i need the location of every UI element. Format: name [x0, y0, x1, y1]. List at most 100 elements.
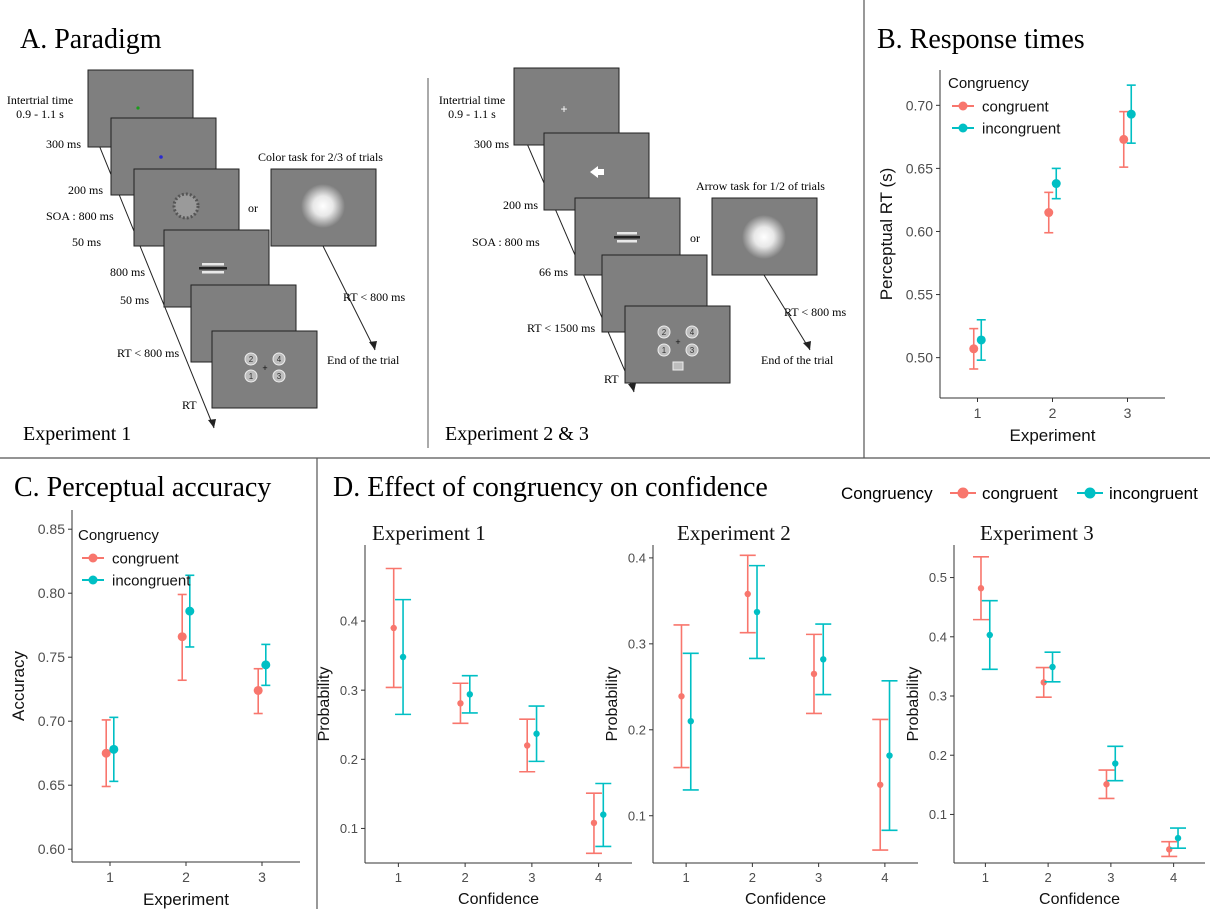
data-point [399, 653, 407, 661]
chart-title: Experiment 3 [980, 521, 1094, 545]
y-tick-label: 0.50 [906, 350, 933, 366]
y-axis-label: Accuracy [9, 651, 28, 721]
color-blob [742, 215, 786, 259]
label-timing: 800 ms [110, 265, 145, 279]
x-tick-label: 3 [1124, 405, 1132, 421]
x-axis-label: Experiment [143, 890, 229, 909]
series-congruent [969, 110, 1129, 370]
data-point [877, 781, 884, 788]
response-option-label: 2 [662, 328, 667, 337]
data-point [1166, 846, 1173, 853]
y-tick-label: 0.70 [38, 713, 65, 729]
y-tick-label: 0.65 [906, 160, 933, 176]
data-point [753, 608, 761, 616]
data-point [109, 744, 119, 754]
data-point [390, 624, 397, 632]
data-point [524, 742, 531, 749]
y-tick-label: 0.3 [929, 689, 947, 704]
screen-fixation [513, 67, 620, 146]
data-point [1126, 109, 1136, 119]
fixation-cross: + [560, 102, 567, 116]
response-fixation-cross: + [262, 363, 267, 373]
x-axis-label: Confidence [1039, 891, 1120, 908]
data-point [886, 752, 893, 759]
side-arrow [763, 274, 811, 351]
arrow-cue [590, 166, 604, 178]
chart-d2: 0.1 0.2 0.3 0.4 1 2 3 4 Confidence Probability Exp… [604, 521, 918, 908]
side-arrowhead [803, 341, 811, 350]
chart-d3: 0.1 0.2 0.3 0.4 0.5 1 2 3 4 Confidence Probability… [905, 521, 1205, 908]
y-tick-label: 0.1 [929, 807, 947, 822]
series-incongruent [976, 84, 1136, 361]
series-incongruent [981, 599, 1187, 849]
x-tick-label: 1 [974, 405, 982, 421]
label-or: or [248, 201, 258, 215]
x-tick-label: 1 [982, 870, 989, 885]
label-rt-limit: RT < 800 ms [117, 346, 179, 360]
y-tick-label: 0.75 [38, 649, 65, 665]
label-rt: RT [182, 398, 197, 412]
legend-key-marker [88, 553, 98, 563]
series-incongruent [682, 564, 898, 832]
x-tick-label: 4 [595, 870, 602, 885]
screen-response [211, 330, 318, 409]
grating-stripe [202, 263, 224, 266]
label-intertrial: Intertrial time [7, 93, 73, 107]
y-tick-label: 0.60 [38, 841, 65, 857]
label-timing: 66 ms [539, 265, 568, 279]
response-option-label: 3 [277, 372, 282, 381]
data-point [1112, 760, 1119, 767]
series-congruent [673, 554, 889, 851]
label-intertrial: Intertrial time [439, 93, 505, 107]
grating-stripe [202, 271, 224, 274]
data-point [533, 730, 540, 737]
data-point [253, 685, 263, 695]
response-key-icon [672, 361, 684, 371]
side-arrow [322, 245, 376, 351]
label-color-task: Color task for 2/3 of trials [258, 150, 383, 164]
noise-texture [172, 192, 200, 220]
label-or: or [690, 231, 700, 245]
label-timing: 200 ms [503, 198, 538, 212]
label-intertrial-range: 0.9 - 1.1 s [448, 107, 496, 121]
legend-label-congruent: congruent [982, 484, 1058, 503]
caption-experiment-1: Experiment 1 [23, 423, 131, 445]
data-point [1051, 179, 1061, 189]
chart-c: 0.60 0.65 0.70 0.75 0.80 0.85 1 2 3 Experiment Acc… [9, 510, 300, 909]
response-option-label: 1 [662, 346, 667, 355]
y-tick-label: 0.2 [340, 752, 358, 767]
x-tick-label: 2 [1045, 870, 1052, 885]
y-axis-label: Probability [316, 667, 333, 742]
caption-experiment-2-3: Experiment 2 & 3 [445, 423, 589, 445]
timeline-arrow [87, 117, 215, 429]
data-point [457, 700, 464, 707]
response-option-label: 1 [249, 372, 254, 381]
series-incongruent [395, 598, 612, 848]
series-congruent [972, 556, 1178, 858]
legend-key-marker [958, 101, 968, 111]
data-point [101, 748, 111, 758]
noise-patch [174, 194, 198, 218]
label-end-trial: End of the trial [327, 353, 400, 367]
paradigm-exp1: 2 4 1 3 + Intertrial time 0.9 - 1.1 s 30… [7, 69, 405, 445]
legend-key-marker-incongruent [1084, 487, 1096, 499]
x-tick-label: 4 [1170, 870, 1177, 885]
label-end-trial: End of the trial [761, 353, 834, 367]
data-point [177, 632, 187, 642]
data-point [1119, 134, 1129, 144]
side-arrowhead [369, 341, 377, 350]
data-point [977, 585, 985, 592]
label-timing: 300 ms [46, 137, 81, 151]
response-options: 2 4 1 3 + [657, 325, 699, 371]
data-point [261, 660, 271, 670]
response-options: 2 4 1 3 + [244, 352, 286, 383]
data-point [810, 670, 818, 678]
y-tick-label: 0.4 [340, 614, 358, 629]
x-axis-label: Experiment [1010, 426, 1096, 445]
x-tick-label: 2 [1049, 405, 1057, 421]
y-tick-label: 0.4 [929, 629, 947, 644]
response-option-label: 4 [277, 355, 282, 364]
x-tick-label: 4 [881, 870, 888, 885]
legend: Congruency congruent incongruent [948, 75, 1061, 138]
data-point [744, 590, 751, 598]
